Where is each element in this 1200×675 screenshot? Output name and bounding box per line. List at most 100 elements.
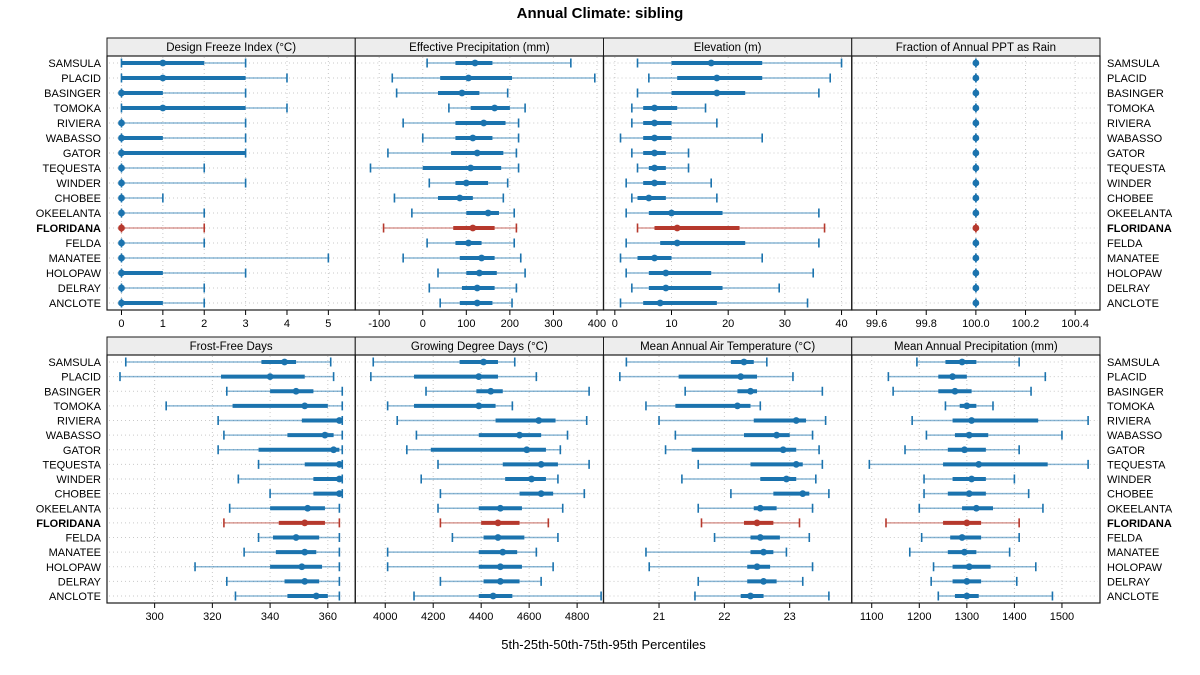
station-label: MANATEE <box>1107 253 1159 265</box>
series-felda <box>257 533 341 542</box>
station-label: FELDA <box>1107 533 1143 545</box>
series-basinger <box>892 386 1032 396</box>
median-dot <box>958 358 966 366</box>
median-dot <box>961 446 968 454</box>
series-samsula <box>426 58 572 68</box>
median-dot <box>965 490 973 498</box>
axis-tick-label: 100.2 <box>1012 318 1040 330</box>
median-dot <box>753 563 761 571</box>
axis-tick-label: 300 <box>145 611 163 623</box>
median-dot <box>773 431 781 439</box>
station-label: CHOBEE <box>1107 489 1153 501</box>
median-dot <box>972 254 980 262</box>
series-delray <box>118 283 206 293</box>
station-label: OKEELANTA <box>36 503 102 515</box>
series-tequesta <box>257 459 344 469</box>
series-floridana <box>439 518 550 528</box>
station-label: WINDER <box>1107 178 1152 190</box>
series-manatee <box>908 547 1011 557</box>
series-manatee <box>386 547 538 557</box>
axis-tick-label: 1500 <box>1050 611 1074 623</box>
series-tequesta <box>868 459 1089 469</box>
median-dot <box>756 504 764 512</box>
series-okeelanta <box>697 503 814 513</box>
station-label: HOLOPAW <box>1107 268 1163 280</box>
median-dot <box>159 104 167 112</box>
median-dot <box>949 373 956 381</box>
series-chobee <box>269 489 344 499</box>
median-dot <box>298 563 306 571</box>
median-dot <box>972 164 980 172</box>
series-riviera <box>402 118 520 128</box>
axis-tick-label: 340 <box>261 611 279 623</box>
axis-tick-label: 40 <box>835 318 847 330</box>
series-gator <box>387 148 518 158</box>
series-tequesta <box>437 459 590 469</box>
median-dot <box>467 164 475 172</box>
median-dot <box>651 104 658 112</box>
panel-design-freeze-index: Design Freeze Index (°C) 0 1 2 3 4 5 <box>106 37 356 330</box>
series-felda <box>713 533 811 542</box>
series-holopaw <box>386 562 554 572</box>
median-dot <box>301 548 309 556</box>
series-samsula <box>916 357 1020 367</box>
series-anclote <box>972 298 980 308</box>
series-tequesta <box>697 459 824 469</box>
median-dot <box>972 89 980 97</box>
axis-tick-label: 23 <box>784 611 796 623</box>
station-label: TOMOKA <box>1107 401 1155 413</box>
series-tomoka <box>165 401 344 411</box>
axis-tick-label: -100 <box>368 318 390 330</box>
series-tequesta <box>118 163 206 173</box>
median-dot <box>792 417 800 424</box>
median-dot <box>968 417 975 424</box>
series-basinger <box>225 386 344 396</box>
median-dot <box>968 475 975 483</box>
median-dot <box>734 402 741 410</box>
median-dot <box>330 446 338 454</box>
axis-tick-label: 0 <box>612 318 618 330</box>
series-anclote <box>694 591 830 601</box>
series-wabasso <box>223 430 344 440</box>
station-label: GATOR <box>1107 445 1145 457</box>
median-dot <box>656 299 664 307</box>
axis-tick-label: 100.4 <box>1061 318 1089 330</box>
series-holopaw <box>648 562 814 572</box>
series-placid <box>887 372 1047 382</box>
series-anclote <box>439 298 513 308</box>
median-dot <box>972 134 980 142</box>
series-samsula <box>625 357 768 367</box>
median-dot <box>963 402 971 410</box>
axis-tick-label: 100.0 <box>962 318 990 330</box>
axis-tick-label: 320 <box>203 611 221 623</box>
series-anclote <box>619 298 809 308</box>
station-label: SAMSULA <box>1107 357 1160 369</box>
panel-title: Design Freeze Index (°C) <box>166 42 296 54</box>
median-dot <box>760 577 767 585</box>
series-felda <box>920 533 1020 542</box>
series-riviera <box>217 416 344 425</box>
series-floridana <box>972 223 980 233</box>
panel-title: Mean Annual Precipitation (mm) <box>894 341 1058 353</box>
axis-tick-label: 5 <box>325 318 331 330</box>
median-dot <box>713 74 721 82</box>
median-dot <box>779 446 787 454</box>
series-okeelanta <box>437 503 564 513</box>
median-dot <box>321 431 329 439</box>
panel-title: Elevation (m) <box>694 42 762 54</box>
panel-frost-free-days: Frost-Free Days 300 320 340 360 <box>106 336 356 623</box>
series-basinger <box>684 386 824 396</box>
station-label: CHOBEE <box>55 489 101 501</box>
series-tequesta <box>369 163 520 173</box>
median-dot <box>465 74 472 82</box>
station-label: ANCLOTE <box>1107 298 1159 310</box>
median-dot <box>651 164 658 172</box>
panel-mean-annual-air-temperature: Mean Annual Air Temperature (°C) 21 22 23 <box>602 336 853 623</box>
median-dot <box>494 519 502 527</box>
median-dot <box>662 284 670 292</box>
station-label: WABASSO <box>46 133 102 145</box>
series-gator <box>118 148 247 158</box>
station-label: FELDA <box>1107 238 1143 250</box>
series-gator <box>631 148 690 158</box>
median-dot <box>651 179 658 187</box>
